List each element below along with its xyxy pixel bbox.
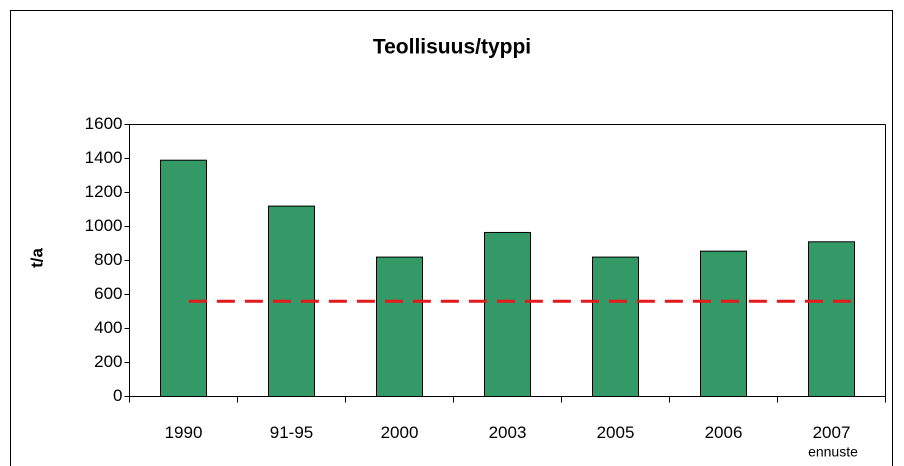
y-tick-label: 1200 [85, 182, 123, 201]
x-tick-label: 2003 [489, 423, 527, 442]
bar [159, 159, 208, 397]
y-tick-label: 1600 [85, 114, 123, 133]
x-tick-label: 2006 [705, 423, 743, 442]
y-tick-label: 600 [94, 284, 122, 303]
y-tick-label: 1400 [85, 148, 123, 167]
bar [375, 256, 424, 397]
y-tick-label: 200 [94, 352, 122, 371]
y-tick-label: 800 [94, 250, 122, 269]
bar [807, 241, 856, 397]
y-tick-label: 400 [94, 318, 122, 337]
bar [591, 256, 640, 397]
bar [699, 250, 748, 397]
y-tick-label: 1000 [85, 216, 123, 235]
x-tick-label: 91-95 [270, 423, 313, 442]
x-tick-label: 1990 [165, 423, 203, 442]
chart-frame [10, 10, 893, 466]
x-tick-label: 2007 [813, 423, 851, 442]
y-tick-label: 0 [113, 386, 122, 405]
chart-title: Teollisuus/typpi [373, 36, 531, 59]
bar [483, 231, 532, 397]
annotation: ennuste [808, 444, 858, 460]
y-axis-label: t/a [27, 248, 46, 268]
x-tick-label: 2005 [597, 423, 635, 442]
x-tick-label: 2000 [381, 423, 419, 442]
